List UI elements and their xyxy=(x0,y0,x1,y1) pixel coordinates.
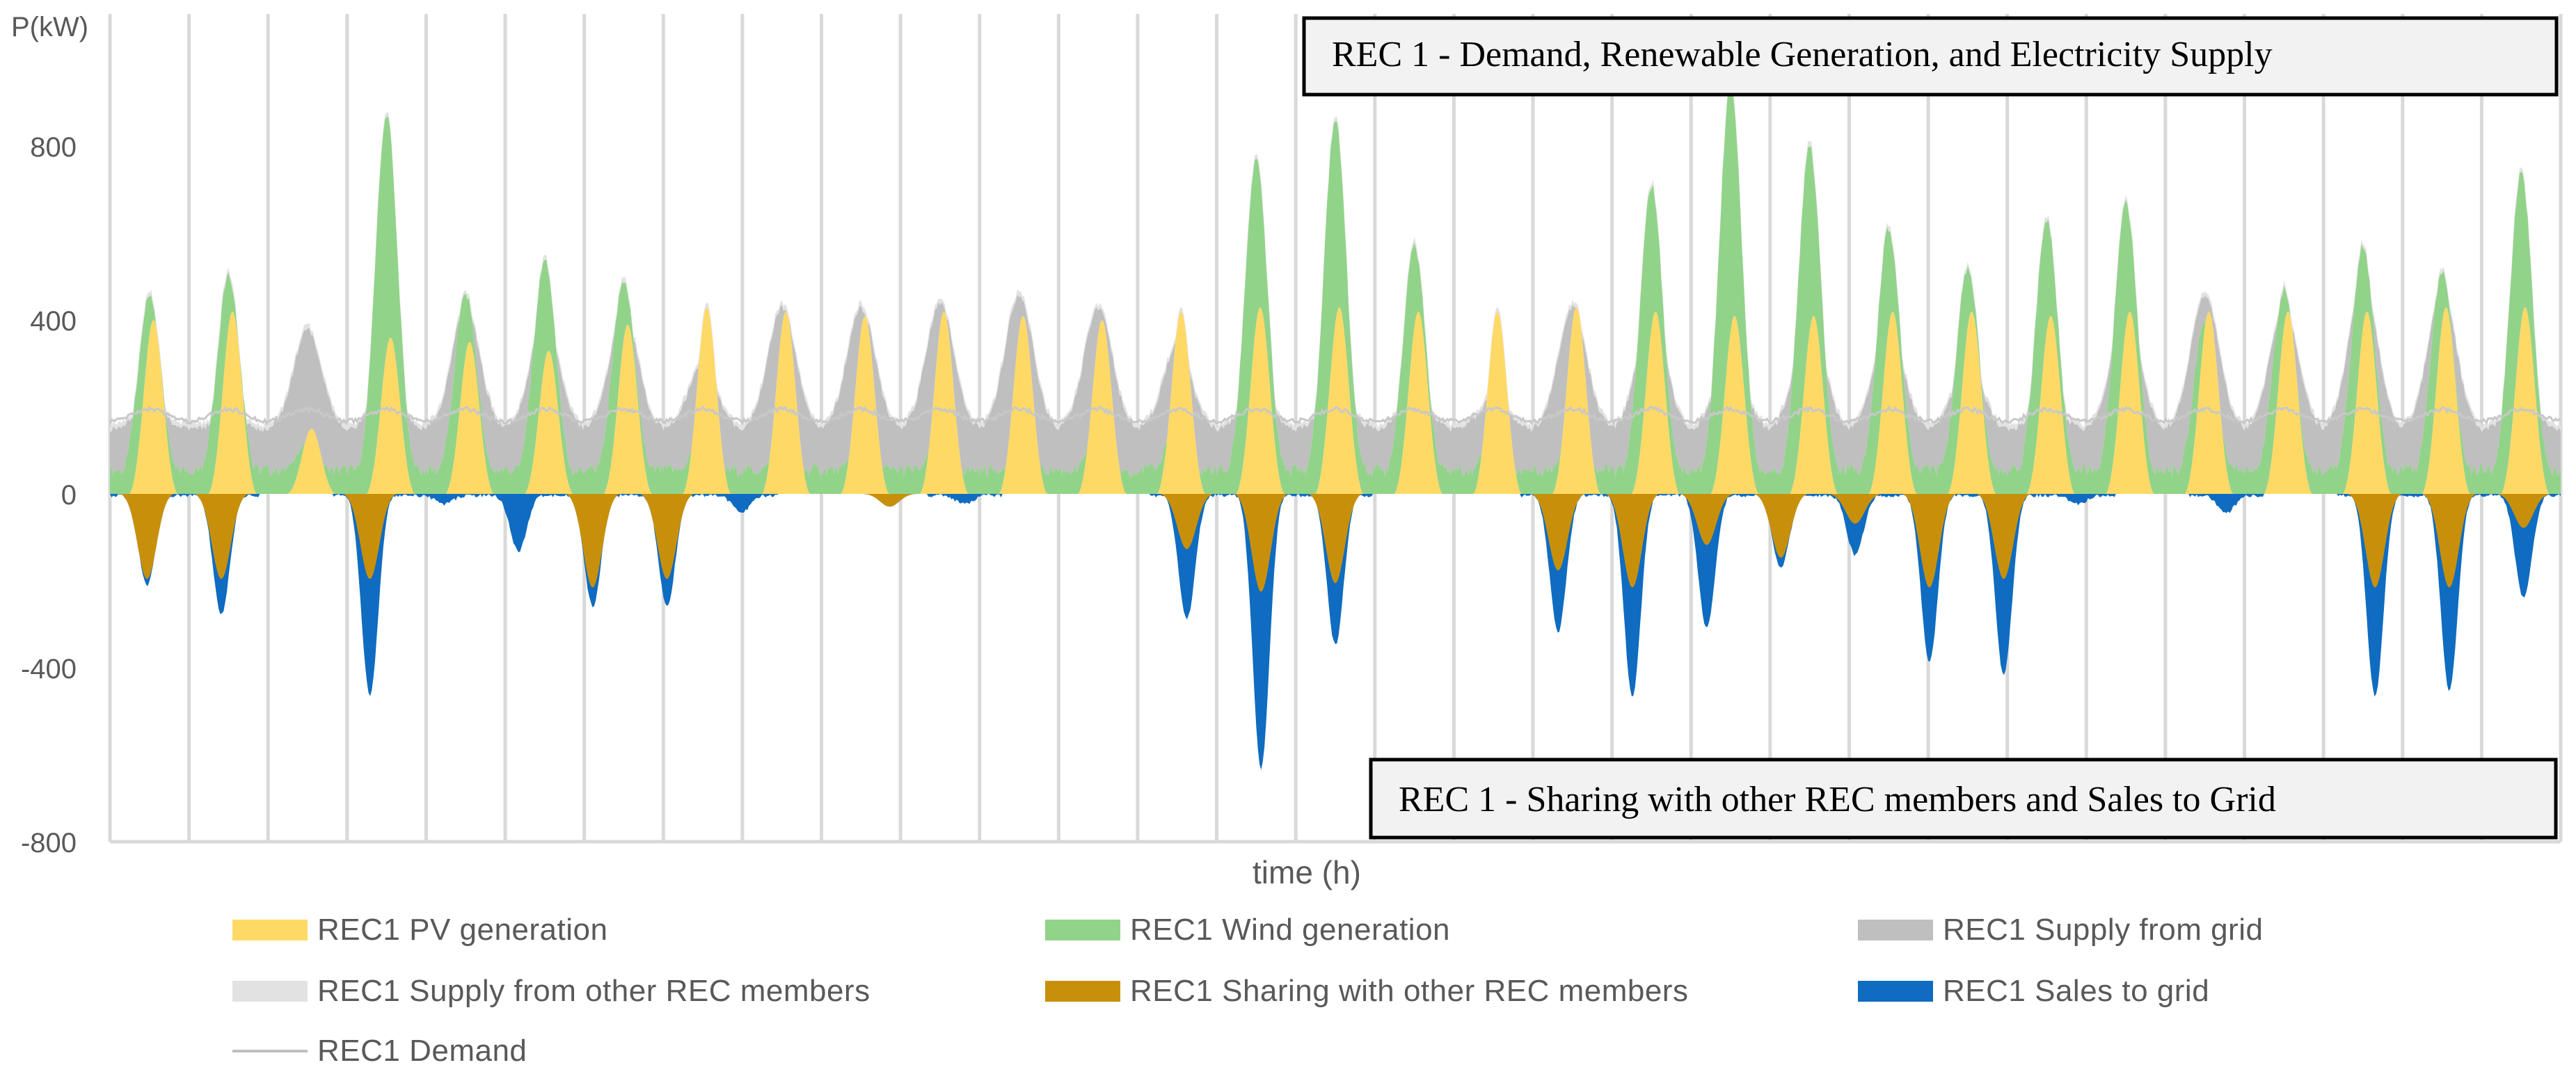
legend-label-demand: REC1 Demand xyxy=(317,1034,527,1068)
legend-swatch-sales xyxy=(1858,981,1933,1002)
legend-item-rec: REC1 Supply from other REC members xyxy=(232,974,870,1009)
title-bottom-box: REC 1 - Sharing with other REC members a… xyxy=(1369,758,2558,840)
y-tick-label: -800 xyxy=(21,828,77,858)
legend-swatch-sharing xyxy=(1045,981,1120,1002)
legend-item-demand: REC1 Demand xyxy=(232,1034,527,1068)
legend-swatch-grid xyxy=(1858,920,1933,940)
series-area-sharing xyxy=(110,494,2561,592)
legend-swatch-pv xyxy=(232,920,308,940)
legend-swatch-wind xyxy=(1045,920,1120,940)
legend-label-rec: REC1 Supply from other REC members xyxy=(317,974,870,1008)
series-area-pv xyxy=(110,307,2561,494)
y-tick-label: 0 xyxy=(61,480,77,511)
title-top: REC 1 - Demand, Renewable Generation, an… xyxy=(1332,35,2273,74)
legend-label-wind: REC1 Wind generation xyxy=(1130,913,1451,947)
legend: REC1 PV generation REC1 Wind generation … xyxy=(0,904,2576,1081)
series-line-demand xyxy=(109,405,2561,426)
legend-label-sales: REC1 Sales to grid xyxy=(1943,974,2210,1008)
legend-item-sales: REC1 Sales to grid xyxy=(1858,974,2209,1009)
legend-item-wind: REC1 Wind generation xyxy=(1045,913,1450,947)
series-area-grid-supply xyxy=(110,86,2561,477)
y-tick-label: -400 xyxy=(21,654,77,684)
legend-label-sharing: REC1 Sharing with other REC members xyxy=(1130,974,1689,1008)
legend-item-grid: REC1 Supply from grid xyxy=(1858,913,2263,947)
legend-swatch-rec xyxy=(232,981,308,1002)
legend-label-grid: REC1 Supply from grid xyxy=(1943,913,2264,947)
y-tick-label: 800 xyxy=(30,132,77,163)
series-area-wind xyxy=(110,86,2561,495)
x-axis-label: time (h) xyxy=(1253,854,1361,890)
legend-label-pv: REC1 PV generation xyxy=(317,913,608,947)
axis-layer: P(kW) 800 400 0 -400 -800 time (h) xyxy=(11,12,1361,890)
legend-item-pv: REC1 PV generation xyxy=(232,913,607,947)
title-top-box: REC 1 - Demand, Renewable Generation, an… xyxy=(1302,16,2559,97)
series-layer xyxy=(109,82,2561,770)
legend-swatch-demand xyxy=(232,1050,308,1052)
title-bottom: REC 1 - Sharing with other REC members a… xyxy=(1399,780,2276,819)
y-axis-label: P(kW) xyxy=(11,12,88,42)
series-area-sales xyxy=(110,494,2561,770)
legend-item-sharing: REC1 Sharing with other REC members xyxy=(1045,974,1688,1009)
y-tick-label: 400 xyxy=(30,306,77,337)
chart-svg: P(kW) 800 400 0 -400 -800 time (h) REC 1… xyxy=(11,12,2563,890)
